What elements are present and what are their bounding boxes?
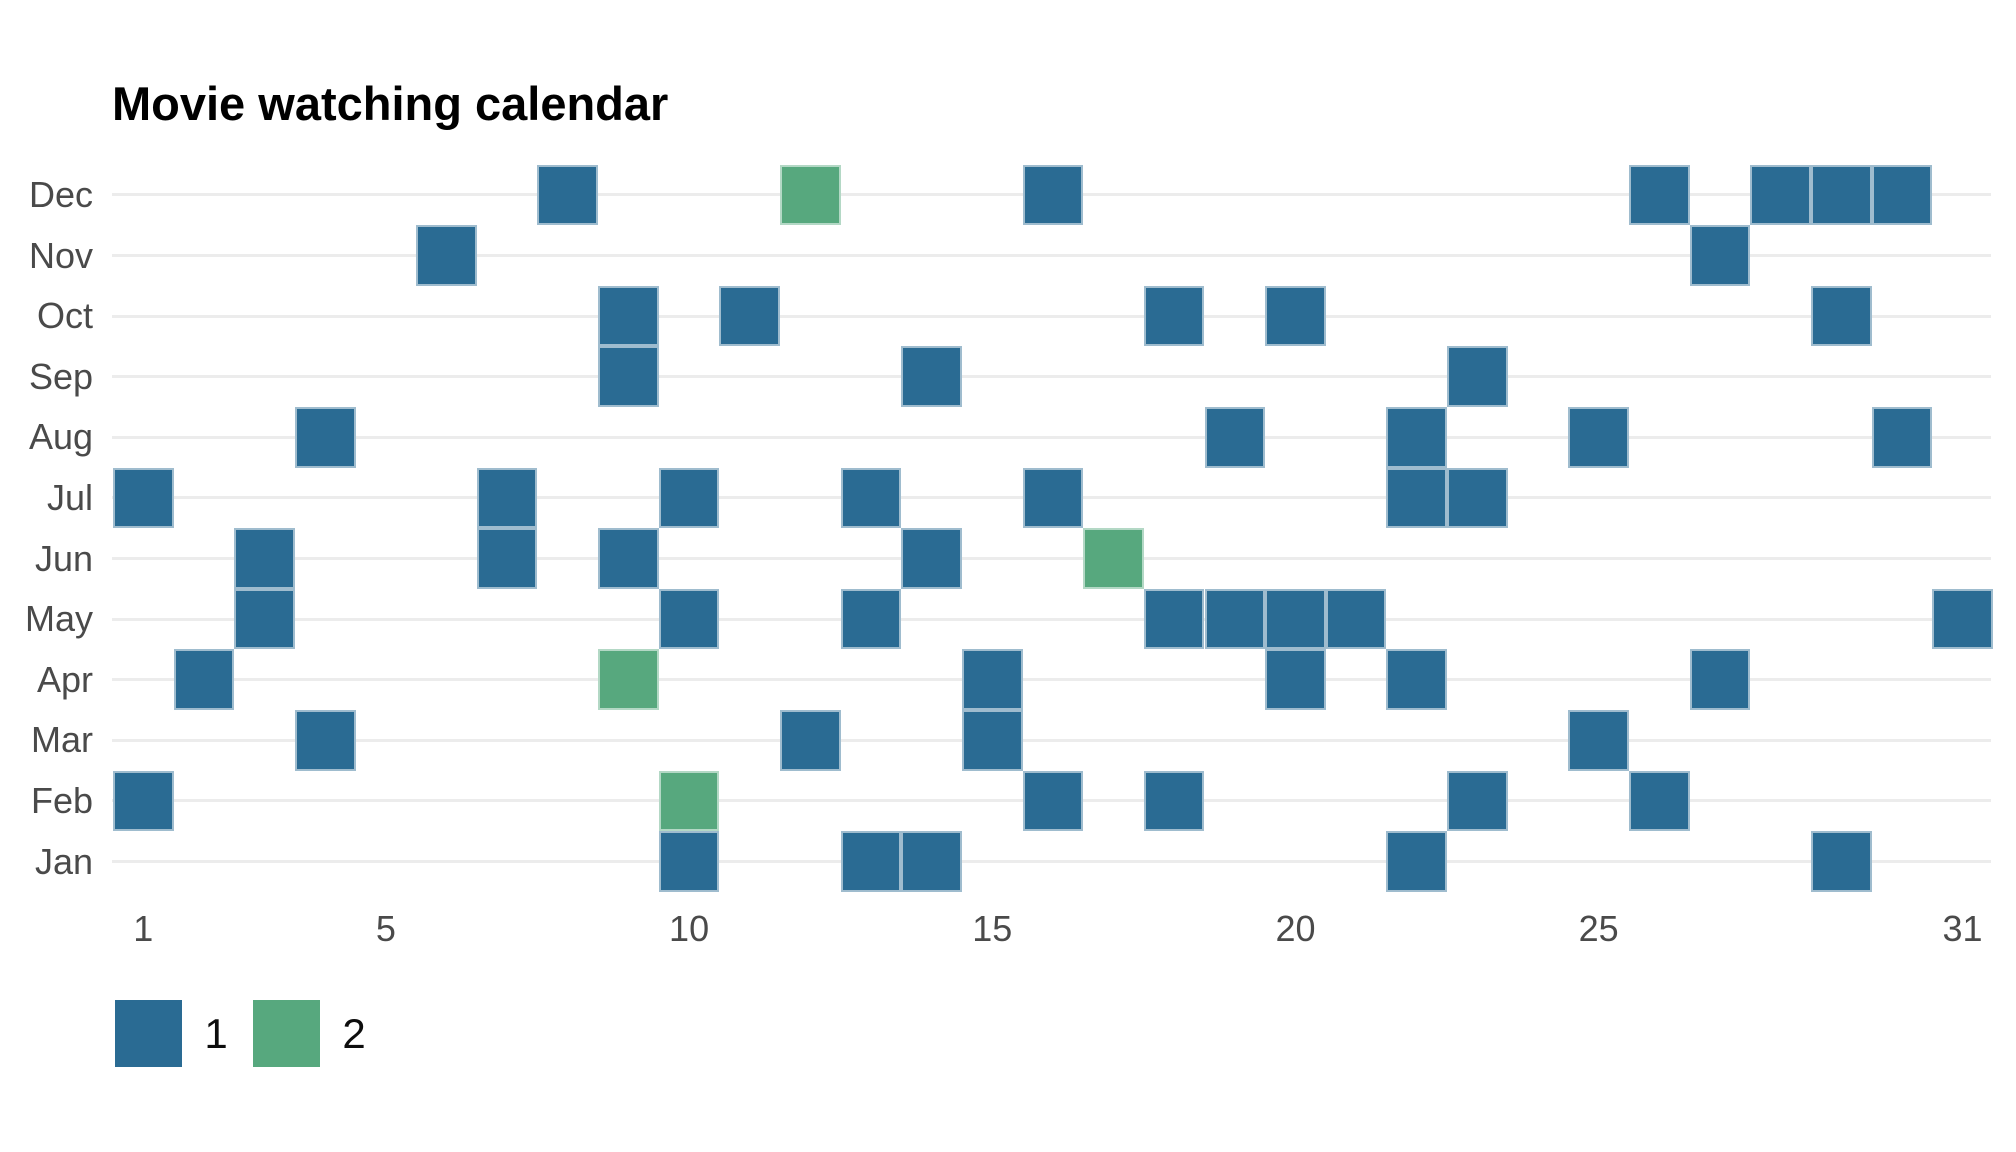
calendar-cell-may-3 bbox=[234, 588, 295, 650]
y-axis-label-jun: Jun bbox=[34, 537, 93, 579]
calendar-cell-dec-30 bbox=[1871, 164, 1933, 226]
calendar-cell-jul-10 bbox=[658, 467, 720, 529]
calendar-cell-aug-19 bbox=[1204, 407, 1266, 468]
x-axis-label-10: 10 bbox=[669, 908, 710, 949]
y-axis-label-dec: Dec bbox=[28, 173, 93, 215]
y-axis-label-mar: Mar bbox=[31, 719, 93, 761]
calendar-cell-apr-20 bbox=[1265, 649, 1326, 710]
calendar-cell-sep-9 bbox=[598, 346, 659, 407]
calendar-cell-jul-13 bbox=[840, 467, 902, 529]
calendar-cell-apr-22 bbox=[1386, 649, 1448, 710]
calendar-cell-sep-23 bbox=[1447, 346, 1508, 407]
x-axis-label-15: 15 bbox=[972, 908, 1013, 949]
y-axis-label-aug: Aug bbox=[28, 416, 93, 458]
calendar-cell-dec-29 bbox=[1810, 164, 1872, 226]
chart-title: Movie watching calendar bbox=[112, 77, 669, 130]
calendar-cell-aug-25 bbox=[1568, 407, 1629, 468]
calendar-cell-feb-26 bbox=[1629, 770, 1690, 832]
calendar-cell-jan-29 bbox=[1810, 831, 1872, 892]
y-axis-label-apr: Apr bbox=[36, 658, 93, 700]
gridline-mar bbox=[112, 738, 1991, 742]
calendar-cell-jan-10 bbox=[658, 831, 720, 892]
legend-label-1: 1 bbox=[204, 1009, 228, 1057]
calendar-cell-oct-20 bbox=[1265, 285, 1326, 347]
calendar-cell-may-10 bbox=[658, 588, 720, 650]
calendar-cell-apr-27 bbox=[1689, 649, 1751, 710]
calendar-cell-dec-16 bbox=[1022, 164, 1084, 226]
calendar-cell-may-19 bbox=[1204, 588, 1266, 650]
calendar-cell-aug-30 bbox=[1871, 407, 1933, 468]
legend-swatch-2 bbox=[253, 1000, 320, 1067]
y-axis-label-jul: Jul bbox=[46, 476, 93, 518]
y-axis-label-jan: Jan bbox=[34, 840, 93, 882]
calendar-cell-jun-3 bbox=[234, 528, 295, 589]
calendar-cell-sep-14 bbox=[901, 346, 962, 407]
calendar-cell-oct-11 bbox=[719, 285, 780, 347]
calendar-cell-mar-15 bbox=[961, 710, 1023, 771]
calendar-cell-aug-22 bbox=[1386, 407, 1448, 468]
y-axis-label-feb: Feb bbox=[30, 779, 93, 821]
calendar-cell-mar-4 bbox=[294, 710, 356, 771]
gridline-jun bbox=[112, 557, 1991, 560]
x-axis-label-25: 25 bbox=[1578, 908, 1619, 949]
calendar-cell-may-18 bbox=[1143, 588, 1205, 650]
calendar-cell-apr-15 bbox=[961, 649, 1023, 710]
calendar-cell-feb-10 bbox=[658, 770, 720, 832]
legend-swatch-1 bbox=[115, 1000, 182, 1067]
gridline-may bbox=[112, 617, 1991, 621]
x-axis-label-1: 1 bbox=[133, 908, 154, 949]
calendar-cell-may-31 bbox=[1932, 588, 1993, 650]
calendar-cell-aug-4 bbox=[294, 407, 356, 468]
calendar-cell-jul-23 bbox=[1447, 467, 1508, 529]
gridline-aug bbox=[112, 435, 1991, 439]
calendar-cell-jul-22 bbox=[1386, 467, 1448, 529]
gridline-jan bbox=[112, 860, 1991, 863]
calendar-cell-oct-9 bbox=[598, 285, 659, 347]
calendar-cell-mar-12 bbox=[780, 710, 841, 771]
gridline-oct bbox=[112, 314, 1991, 318]
calendar-cell-jan-22 bbox=[1386, 831, 1448, 892]
x-axis-label-20: 20 bbox=[1275, 908, 1316, 949]
calendar-cell-mar-25 bbox=[1568, 710, 1629, 771]
calendar-cell-may-21 bbox=[1325, 588, 1387, 650]
calendar-cell-jun-7 bbox=[476, 528, 538, 589]
gridline-sep bbox=[112, 375, 1991, 379]
calendar-cell-jul-1 bbox=[113, 467, 174, 529]
calendar-cell-jul-7 bbox=[476, 467, 538, 529]
calendar-cell-feb-23 bbox=[1447, 770, 1508, 832]
calendar-cell-oct-29 bbox=[1810, 285, 1872, 347]
y-axis-label-sep: Sep bbox=[28, 355, 93, 397]
x-axis-label-31: 31 bbox=[1942, 908, 1983, 949]
calendar-cell-jan-13 bbox=[840, 831, 902, 892]
calendar-cell-dec-28 bbox=[1750, 164, 1811, 226]
calendar-cell-oct-18 bbox=[1143, 285, 1205, 347]
calendar-cell-jun-17 bbox=[1083, 528, 1144, 589]
calendar-cell-feb-1 bbox=[113, 770, 174, 832]
calendar-cell-may-13 bbox=[840, 588, 902, 650]
calendar-cell-jun-14 bbox=[901, 528, 962, 589]
calendar-cell-jun-9 bbox=[598, 528, 659, 589]
calendar-cell-dec-12 bbox=[780, 164, 841, 226]
calendar-cell-feb-16 bbox=[1022, 770, 1084, 832]
calendar-cell-nov-6 bbox=[416, 225, 477, 286]
calendar-cell-apr-2 bbox=[173, 649, 235, 710]
y-axis-label-nov: Nov bbox=[28, 234, 93, 276]
calendar-cell-dec-26 bbox=[1629, 164, 1690, 226]
calendar-cell-nov-27 bbox=[1689, 225, 1751, 286]
calendar-cell-may-20 bbox=[1265, 588, 1326, 650]
calendar-cell-jan-14 bbox=[901, 831, 962, 892]
calendar-cell-apr-9 bbox=[598, 649, 659, 710]
y-axis-label-oct: Oct bbox=[36, 295, 93, 337]
calendar-cell-dec-8 bbox=[537, 164, 599, 226]
gridline-apr bbox=[112, 678, 1991, 682]
gridline-nov bbox=[112, 254, 1991, 257]
calendar-cell-feb-18 bbox=[1143, 770, 1205, 832]
x-axis-label-5: 5 bbox=[375, 908, 396, 949]
legend-label-2: 2 bbox=[342, 1009, 366, 1057]
calendar-cell-jul-16 bbox=[1022, 467, 1084, 529]
y-axis-label-may: May bbox=[24, 598, 93, 640]
